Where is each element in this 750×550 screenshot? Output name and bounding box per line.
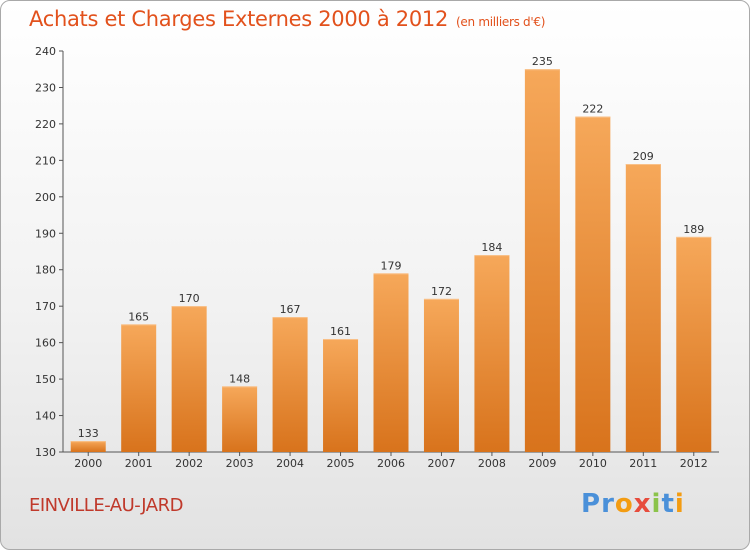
logo-letter: P	[581, 489, 602, 519]
bar-value-label: 170	[179, 292, 200, 305]
y-tick-label: 240	[35, 45, 56, 58]
y-tick-label: 160	[35, 337, 56, 350]
bar	[171, 306, 207, 452]
bar-value-label: 148	[229, 372, 250, 385]
bars	[70, 69, 712, 453]
proxiti-logo: Proxiti	[581, 489, 685, 519]
bar	[423, 298, 459, 452]
logo-letter: i	[674, 489, 685, 519]
x-tick-label: 2004	[276, 457, 304, 470]
bar	[676, 236, 712, 452]
bar-value-label: 189	[683, 223, 704, 236]
chart-title-text: Achats et Charges Externes 2000 à 2012	[29, 7, 449, 31]
bar	[323, 338, 359, 452]
y-tick-label: 210	[35, 154, 56, 167]
x-tick-label: 2006	[377, 457, 405, 470]
bar	[373, 273, 409, 452]
y-tick-label: 150	[35, 373, 56, 386]
x-tick-label: 2002	[175, 457, 203, 470]
x-tick-label: 2000	[74, 457, 102, 470]
bar-value-label: 161	[330, 325, 351, 338]
y-tick-label: 180	[35, 264, 56, 277]
bar	[272, 317, 308, 452]
bar	[625, 164, 661, 452]
y-tick-label: 170	[35, 300, 56, 313]
logo-letter: t	[661, 489, 675, 519]
bar	[121, 324, 157, 452]
x-tick-label: 2011	[629, 457, 657, 470]
bar	[222, 386, 258, 452]
logo-letter: o	[614, 489, 634, 519]
chart-subtitle: (en milliers d'€)	[456, 15, 546, 29]
bar-value-label: 222	[582, 103, 603, 116]
x-tick-label: 2012	[680, 457, 708, 470]
y-tick-label: 130	[35, 446, 56, 459]
place-name: EINVILLE-AU-JARD	[29, 495, 183, 516]
bar	[524, 69, 560, 453]
x-tick-label: 2007	[427, 457, 455, 470]
bar	[575, 116, 611, 453]
y-tick-label: 200	[35, 191, 56, 204]
x-tick-label: 2003	[226, 457, 254, 470]
x-tick-label: 2009	[528, 457, 556, 470]
x-tick-label: 2010	[579, 457, 607, 470]
bar-value-label: 209	[633, 150, 654, 163]
x-tick-label: 2001	[125, 457, 153, 470]
bar-value-label: 165	[128, 310, 149, 323]
bar-value-label: 172	[431, 285, 452, 298]
axes: 130 140 150 160 170 180 190 200 210 220 230 240 2000…	[35, 45, 719, 470]
y-tick-label: 190	[35, 227, 56, 240]
x-tick-label: 2005	[327, 457, 355, 470]
bar-value-label: 184	[481, 241, 502, 254]
logo-letter: i	[651, 489, 662, 519]
bar-value-label: 133	[78, 427, 99, 440]
value-labels: 133 165 170 148 167 161 179 172 184 235 222 209 189	[78, 55, 705, 440]
y-tick-label: 230	[35, 81, 56, 94]
logo-letter: x	[633, 489, 652, 519]
bar-value-label: 235	[532, 55, 553, 68]
logo-letter: r	[601, 489, 615, 519]
chart-title: Achats et Charges Externes 2000 à 2012 (e…	[29, 7, 545, 31]
bar	[474, 255, 510, 452]
bar-value-label: 167	[280, 303, 301, 316]
bar-value-label: 179	[381, 259, 402, 272]
y-tick-label: 140	[35, 410, 56, 423]
bar	[70, 441, 106, 452]
x-tick-label: 2008	[478, 457, 506, 470]
y-tick-label: 220	[35, 118, 56, 131]
